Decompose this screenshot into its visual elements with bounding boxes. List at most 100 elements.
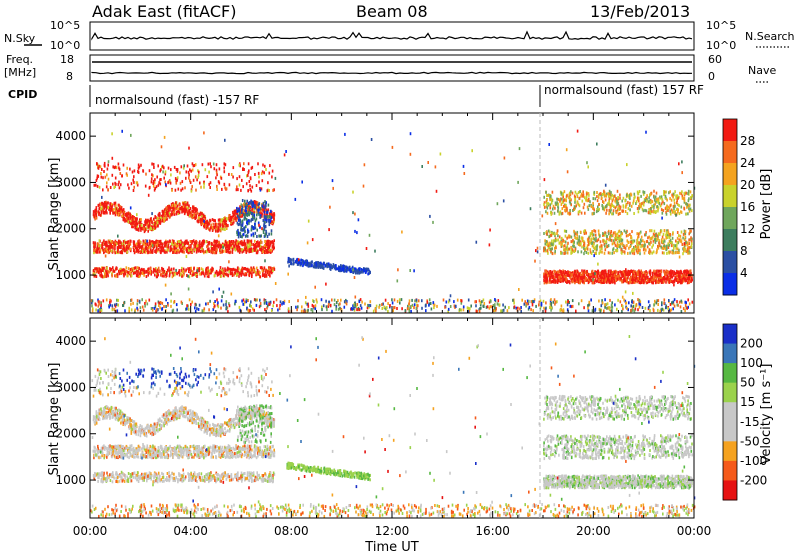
echo-cell [114,213,117,217]
echo-cell [322,266,325,270]
echo-cell [254,226,257,230]
echo-cell [214,304,216,308]
echo-cell [262,248,265,252]
echo-cell [173,248,176,251]
echo-cell [258,243,261,247]
echo-cell [647,236,649,240]
echo-cell [215,176,217,180]
echo-cell [626,244,628,247]
echo-cell [247,219,249,223]
echo-cell [238,305,241,309]
echo-cell [672,302,675,306]
echo-cell [175,244,177,248]
echo-cell [145,245,148,249]
echo-cell [301,305,303,309]
echo-cell [260,172,263,176]
echo-cell [331,309,333,313]
echo-cell [203,180,205,184]
echo-cell [93,183,96,187]
echo-cell [554,302,556,306]
echo-cell [124,272,127,276]
echo-cell [158,304,160,307]
echo-cell [184,241,186,245]
echo-cell [222,269,225,273]
echo-cell [164,170,167,174]
echo-cell [119,213,121,217]
echo-cell [674,190,676,194]
echo-cell [114,201,117,205]
echo-cell [262,268,265,272]
echo-cell [619,242,622,246]
echo-cell [549,196,551,200]
echo-cell [102,204,105,208]
echo-cell [123,248,126,252]
echo-cell [351,266,353,270]
echo-cell [254,173,256,176]
echo-cell [231,272,233,276]
echo-cell [672,307,674,311]
echo-cell [236,233,239,236]
echo-cell [366,306,369,310]
echo-cell [224,163,227,167]
echo-cell [165,240,167,244]
echo-cell [208,308,210,312]
echo-cell [260,234,262,238]
echo-cell [533,298,536,302]
echo-cell [665,304,667,308]
echo-cell [675,279,678,282]
echo-cell [261,251,263,254]
nave-tick-low: 0 [708,70,715,83]
echo-cell [136,306,138,310]
echo-cell [359,270,361,274]
echo-cell [680,240,683,244]
echo-cell [165,274,168,277]
echo-cell [512,298,514,302]
echo-cell [258,180,260,184]
echo-cell [328,300,331,304]
echo-cell [316,300,318,304]
echo-cell [668,308,670,312]
echo-cell [246,234,249,238]
echo-cell [247,189,249,193]
echo-cell [119,268,121,272]
echo-cell [195,244,198,248]
echo-cell [561,251,563,255]
echo-cell [676,243,678,247]
echo-cell [245,205,248,209]
echo-cell [130,239,132,243]
echo-cell [147,246,149,250]
echo-cell [232,242,234,246]
echo-cell [680,230,683,234]
echo-cell [203,215,206,219]
echo-cell [133,175,135,179]
echo-cell [94,245,96,249]
echo-cell [99,268,101,272]
echo-cell [672,300,675,304]
echo-cell [221,187,223,191]
echo-cell [187,211,189,215]
echo-cell [564,240,567,244]
echo-cell [257,244,259,248]
echo-cell [488,300,491,304]
echo-cell [267,250,270,254]
echo-cell [228,245,231,249]
echo-cell [580,299,583,303]
echo-cell [255,272,258,276]
echo-cell [255,217,258,221]
echo-cell [107,177,110,181]
echo-cell [126,270,129,274]
echo-cell [305,263,308,267]
echo-cell [161,164,164,168]
echo-cell [95,212,97,216]
echo-cell [259,207,262,211]
echo-cell [224,186,226,190]
echo-cell [683,192,686,196]
echo-cell [140,218,142,221]
echo-cell [346,300,348,303]
echo-cell [148,239,151,243]
echo-cell [560,197,562,201]
echo-cell [170,242,173,246]
echo-cell [105,202,107,206]
echo-cell [264,273,266,277]
echo-cell [107,274,109,278]
